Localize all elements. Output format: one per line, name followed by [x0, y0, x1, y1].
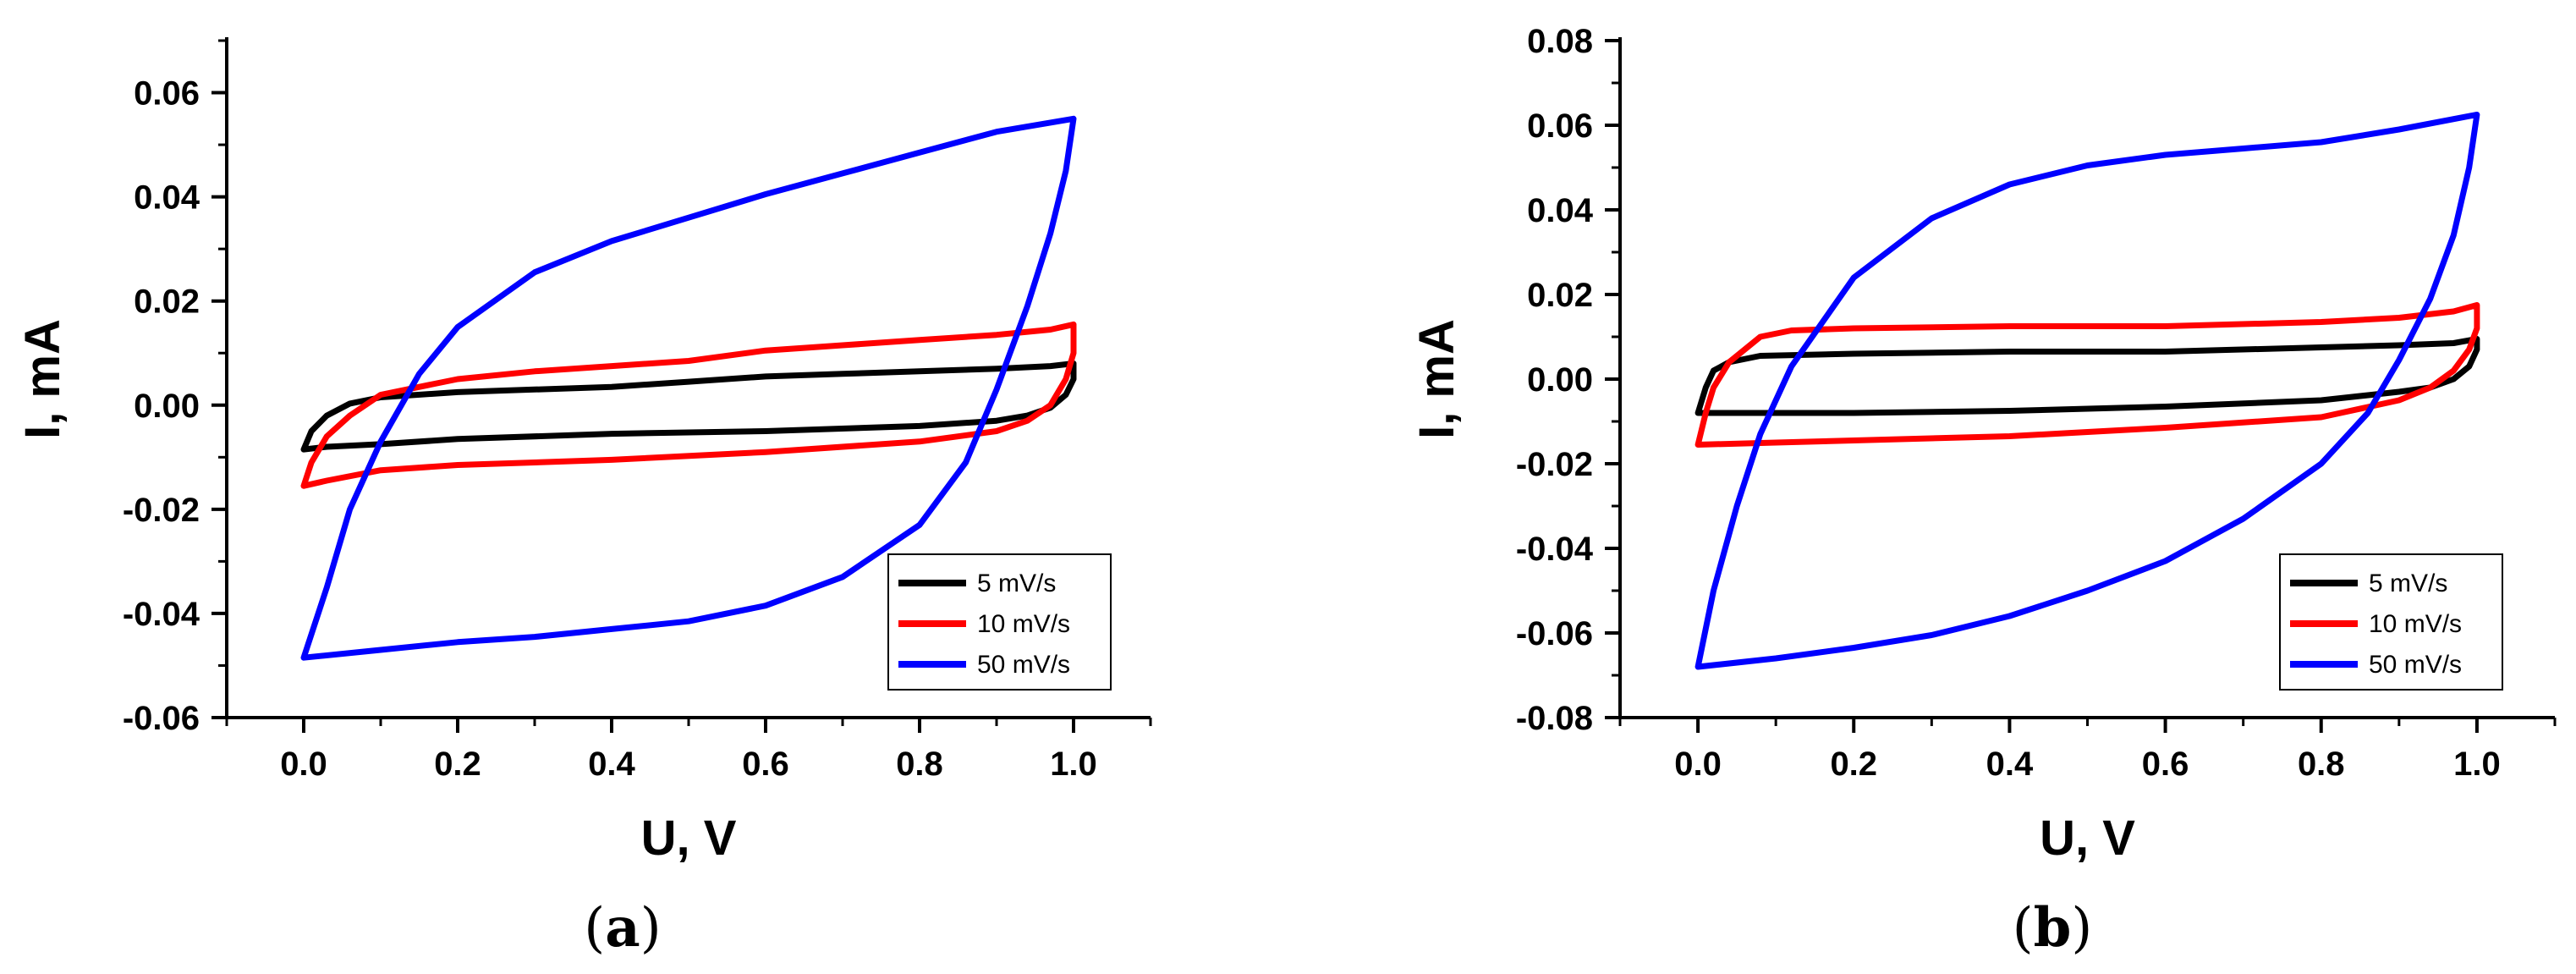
x-tick-label: 0.8 — [2298, 746, 2345, 783]
legend-label: 5 mV/s — [2369, 570, 2447, 597]
y-tick-label: 0.02 — [1527, 277, 1593, 314]
legend: 5 mV/s 10 mV/s 50 mV/s — [2279, 553, 2503, 691]
y-tick-label: -0.08 — [1516, 700, 1593, 737]
y-tick-label: 0.06 — [1527, 107, 1593, 145]
y-tick-label: 0.06 — [134, 75, 200, 113]
subplot-caption: (b) — [2013, 896, 2093, 960]
x-axis-title: U, V — [2040, 811, 2135, 866]
y-tick-label: 0.08 — [1527, 23, 1593, 60]
series-10-mV-s — [1694, 302, 2480, 448]
x-tick-label: 0.6 — [742, 746, 789, 783]
y-tick-label: 0.04 — [134, 179, 200, 217]
legend-label: 5 mV/s — [977, 570, 1056, 597]
x-tick-label: 0.4 — [1986, 746, 2034, 783]
y-axis-title: I, mA — [15, 319, 70, 439]
legend-label: 50 mV/s — [977, 651, 1070, 679]
caption-close-paren: ) — [2071, 897, 2092, 960]
y-tick-label: -0.06 — [123, 700, 200, 737]
x-tick-label: 0.8 — [896, 746, 943, 783]
y-tick-label: -0.02 — [123, 492, 200, 529]
y-tick-label: -0.02 — [1516, 446, 1593, 483]
x-tick-label: 1.0 — [2453, 746, 2501, 783]
x-tick-label: 1.0 — [1050, 746, 1097, 783]
caption-letter: b — [2034, 896, 2072, 960]
x-tick-label: 0.4 — [588, 746, 635, 783]
y-tick-label: -0.04 — [1516, 531, 1594, 568]
legend-label: 10 mV/s — [977, 610, 1070, 638]
y-tick-label: 0.00 — [1527, 361, 1593, 399]
caption-close-paren: ) — [640, 897, 662, 960]
y-tick-label: 0.00 — [134, 388, 200, 425]
legend-label: 10 mV/s — [2369, 610, 2462, 638]
series-5-mV-s — [1694, 336, 2480, 416]
y-axis-title: I, mA — [1409, 319, 1464, 439]
x-tick-label: 0.2 — [1830, 746, 1877, 783]
subplot-caption: (a) — [584, 896, 661, 960]
legend-label: 50 mV/s — [2369, 651, 2462, 679]
y-tick-label: 0.04 — [1527, 192, 1594, 229]
x-tick-label: 0.2 — [434, 746, 481, 783]
y-tick-label: -0.04 — [123, 596, 200, 633]
series-50-mV-s — [300, 115, 1077, 661]
legend: 5 mV/s 10 mV/s 50 mV/s — [887, 553, 1112, 691]
y-tick-label: 0.02 — [134, 283, 200, 321]
x-tick-label: 0.0 — [280, 746, 327, 783]
subplot-b: 0.0 0.2 0.4 0.6 0.8 1.0 -0.08 -0.06 -0.04 -0.02 0.… — [1409, 23, 2557, 960]
caption-letter: a — [605, 896, 640, 960]
caption-open-paren: ( — [584, 897, 605, 960]
x-axis-title: U, V — [641, 811, 737, 866]
x-tick-label: 0.0 — [1674, 746, 1722, 783]
subplot-a: 0.0 0.2 0.4 0.6 0.8 1.0 -0.06 -0.04 -0.02 0.00 0.0… — [15, 37, 1152, 960]
x-tick-label: 0.6 — [2142, 746, 2189, 783]
caption-open-paren: ( — [2013, 897, 2034, 960]
series-50-mV-s — [1694, 112, 2480, 670]
series-10-mV-s — [300, 321, 1077, 489]
y-tick-label: -0.06 — [1516, 615, 1593, 652]
